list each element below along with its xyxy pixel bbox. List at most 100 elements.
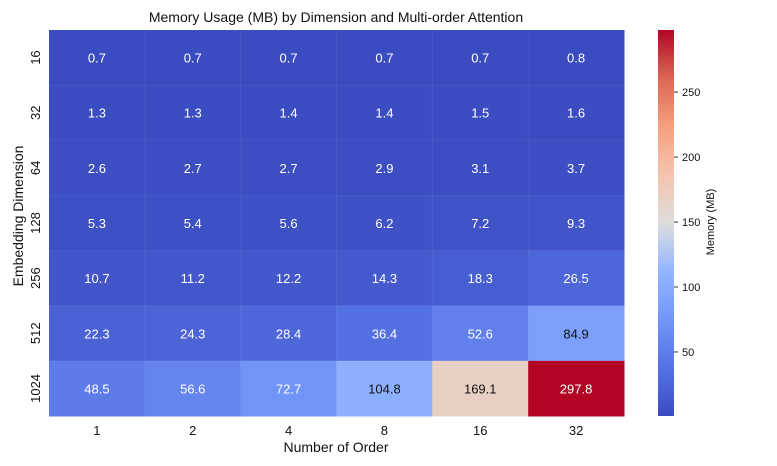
heatmap-cell [240,305,337,362]
cell-value-label: 2.6 [88,161,106,176]
cell-value-label: 2.7 [184,161,202,176]
cell-value-label: 1.3 [88,106,106,121]
heatmap-cell [144,360,242,417]
cell-value-label: 5.4 [184,216,202,231]
cell-value-label: 5.6 [280,216,298,231]
heatmap-cell [49,195,146,252]
chart-title: Memory Usage (MB) by Dimension and Multi… [149,9,523,25]
colorbar: 50 100 150 200 250 [658,30,700,416]
heatmap-cell [49,140,146,196]
cell-value-label: 6.2 [375,216,393,231]
heatmap-cell [336,195,433,252]
cell-value-label: 1.4 [280,106,298,121]
heatmap-cell [240,250,337,307]
heatmap-cell [49,360,146,417]
colorbar-tick-label: 50 [682,347,694,359]
heatmap-cell [336,30,433,86]
heatmap-cell [528,360,625,417]
x-tick-label: 32 [569,423,583,438]
heatmap-cell [240,360,337,417]
cell-value-label: 9.3 [567,216,585,231]
heatmap-cell [144,140,242,196]
cell-value-label: 56.6 [180,381,205,396]
heatmap-cell [336,360,433,417]
heatmap-cell [49,305,146,362]
cell-value-label: 1.4 [375,106,393,121]
heatmap-cell [144,30,242,86]
heatmap-cell [432,360,529,417]
cell-value-label: 1.3 [184,106,202,121]
x-tick-label: 8 [381,423,388,438]
y-tick-label: 1024 [28,374,43,403]
heatmap-cells: 0.7 0.7 0.7 0.7 0.7 0.8 1.3 1.3 1.4 1.4 1.5 1.6 2.6 2… [49,30,625,417]
cell-value-label: 14.3 [372,271,397,286]
cell-value-label: 18.3 [468,271,493,286]
heatmap-cell [49,85,146,141]
cell-value-label: 7.2 [471,216,489,231]
heatmap-cell [144,305,242,362]
cell-value-label: 5.3 [88,216,106,231]
x-tick-label: 4 [285,423,292,438]
y-axis-label: Embedding Dimension [10,146,26,287]
cell-value-label: 3.1 [471,161,489,176]
heatmap-cell [49,250,146,307]
heatmap-cell [336,305,433,362]
heatmap-cell [144,85,242,141]
heatmap-cell [528,305,625,362]
y-tick-label: 16 [28,50,43,64]
cell-value-label: 36.4 [372,326,397,341]
cell-value-label: 2.7 [280,161,298,176]
cell-value-label: 28.4 [276,326,301,341]
y-tick-label: 256 [28,267,43,289]
cell-value-label: 12.2 [276,271,301,286]
y-tick-label: 128 [28,212,43,234]
heatmap-cell [528,195,625,252]
heatmap-cell [528,85,625,141]
cell-value-label: 0.7 [88,51,106,66]
y-axis-ticks: 16 32 64 128 256 512 1024 [28,50,43,403]
heatmap-cell [432,305,529,362]
cell-value-label: 104.8 [368,381,401,396]
cell-value-label: 24.3 [180,326,205,341]
heatmap-cell [336,140,433,196]
heatmap-cell [240,195,337,252]
heatmap-cell [432,85,529,141]
cell-value-label: 1.5 [471,106,489,121]
cell-value-label: 1.6 [567,106,585,121]
heatmap-cell [528,30,625,86]
cell-value-label: 52.6 [468,326,493,341]
colorbar-tick-label: 150 [682,217,700,229]
cell-value-label: 2.9 [375,161,393,176]
cell-value-label: 72.7 [276,381,301,396]
heatmap-cell [528,140,625,196]
x-tick-label: 2 [189,423,196,438]
colorbar-label: Memory (MB) [705,189,717,256]
colorbar-tick-label: 100 [682,282,700,294]
heatmap-cell [336,250,433,307]
heatmap-cell [49,30,146,86]
heatmap-cell [144,250,242,307]
colorbar-tick-label: 200 [682,152,700,164]
cell-value-label: 297.8 [560,381,593,396]
cell-value-label: 0.7 [375,51,393,66]
colorbar-tick-label: 250 [682,87,700,99]
x-axis-ticks: 1 2 4 8 16 32 [93,423,583,438]
y-tick-label: 64 [28,161,43,175]
cell-value-label: 0.7 [471,51,489,66]
cell-value-label: 22.3 [84,326,109,341]
colorbar-gradient [658,30,674,416]
heatmap-cell [240,85,337,141]
cell-value-label: 26.5 [563,271,588,286]
heatmap-cell [432,250,529,307]
cell-value-label: 10.7 [84,271,109,286]
heatmap-cell [144,195,242,252]
heatmap-cell [432,195,529,252]
cell-value-label: 84.9 [563,326,588,341]
x-tick-label: 16 [473,423,487,438]
y-tick-label: 512 [28,322,43,344]
y-tick-label: 32 [28,105,43,119]
cell-value-label: 0.8 [567,51,585,66]
cell-value-label: 11.2 [181,271,205,286]
heatmap-cell [240,140,337,196]
